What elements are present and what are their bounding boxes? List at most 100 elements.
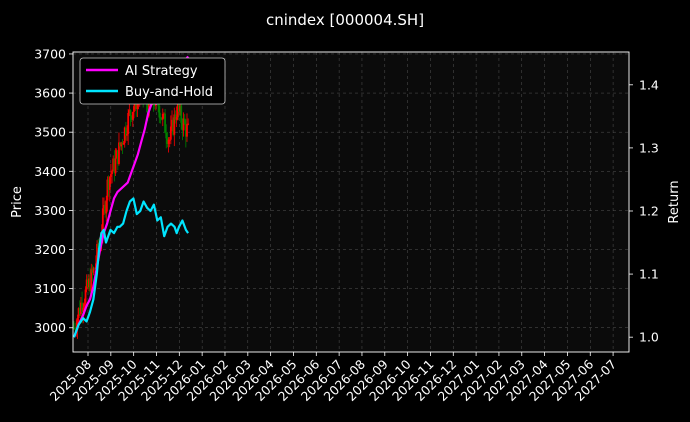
candle-body xyxy=(112,158,115,172)
candle-body xyxy=(92,268,95,273)
legend-label-ai-strategy: AI Strategy xyxy=(125,64,198,79)
y-tick-label: 3500 xyxy=(34,125,66,140)
series-line-buy-and-hold xyxy=(72,197,190,338)
y2-tick-label: 1.4 xyxy=(639,77,659,92)
candle-body xyxy=(77,308,80,318)
candle-body xyxy=(107,179,110,190)
candle-body xyxy=(86,279,89,288)
candle-body xyxy=(109,174,112,178)
candle-body xyxy=(124,127,127,136)
candle-body xyxy=(131,111,134,120)
candle-body xyxy=(122,142,125,145)
candle-body xyxy=(123,127,126,143)
candle-body xyxy=(133,106,135,112)
candle-body xyxy=(116,150,119,164)
candle-body xyxy=(158,105,161,118)
y2-tick-label: 1.3 xyxy=(639,140,659,155)
candle-body xyxy=(180,105,183,123)
candle-body xyxy=(104,204,107,214)
candle-body xyxy=(172,119,175,135)
candle-body xyxy=(183,118,186,124)
legend: AI Strategy Buy-and-Hold xyxy=(79,57,226,105)
candle-body xyxy=(129,110,132,116)
candle-body xyxy=(88,278,90,288)
candle-body xyxy=(153,104,156,106)
candle-body xyxy=(96,244,98,264)
candle-body xyxy=(89,278,92,292)
candle-body xyxy=(175,117,178,120)
y-tick-label: 3200 xyxy=(34,242,66,257)
candle-body xyxy=(83,303,86,308)
candle-body xyxy=(91,269,94,273)
candle-body xyxy=(103,204,105,209)
chart-title: cnindex [000004.SH] xyxy=(266,11,424,29)
candle-body xyxy=(73,327,75,329)
candle-body xyxy=(114,158,117,174)
y-axis-right-ticks: 1.0 1.1 1.2 1.3 1.4 xyxy=(629,77,659,345)
candle-body xyxy=(111,171,113,175)
y-tick-label: 3300 xyxy=(34,203,66,218)
candle-body xyxy=(167,139,170,144)
candle-body xyxy=(128,110,131,113)
candle-body xyxy=(105,200,108,214)
y-axis-label: Price xyxy=(10,186,25,218)
candle-body xyxy=(169,126,172,140)
candle-body xyxy=(176,104,179,118)
candle-body xyxy=(85,279,88,290)
candle-body xyxy=(186,124,188,137)
candle-body xyxy=(113,158,116,174)
candle-body xyxy=(126,134,128,136)
candle-body xyxy=(184,123,187,137)
candle-body xyxy=(115,150,118,159)
candle-body xyxy=(178,104,180,112)
y-tick-label: 3400 xyxy=(34,164,66,179)
candle-body xyxy=(182,118,185,131)
candle-body xyxy=(93,268,96,270)
candle-body xyxy=(173,114,176,135)
candle-body xyxy=(82,307,85,313)
candle-body xyxy=(97,244,100,249)
y-axis-left-ticks: 3000 3100 3200 3300 3400 3500 3600 3700 xyxy=(34,46,73,335)
y-tick-label: 3100 xyxy=(34,281,66,296)
candle-body xyxy=(78,308,81,315)
y-tick-label: 3600 xyxy=(34,86,66,101)
candle-body xyxy=(187,123,190,125)
candle-body xyxy=(90,269,93,292)
y-tick-label: 3000 xyxy=(34,320,66,335)
legend-label-buy-and-hold: Buy-and-Hold xyxy=(125,85,213,100)
y-tick-label: 3700 xyxy=(34,46,66,61)
candle-body xyxy=(168,139,171,141)
candle-body xyxy=(121,142,124,145)
candle-body xyxy=(118,142,120,164)
y2-axis-label: Return xyxy=(667,180,682,223)
candle-body xyxy=(146,103,149,116)
candle-body xyxy=(163,113,165,115)
candle-body xyxy=(179,105,181,112)
y2-tick-label: 1.2 xyxy=(639,203,659,218)
candle-body xyxy=(127,112,130,135)
candle-body xyxy=(119,142,122,147)
candle-body xyxy=(174,114,177,120)
plot-frame xyxy=(72,51,630,353)
y2-tick-label: 1.1 xyxy=(639,267,659,282)
candle-body xyxy=(166,138,169,144)
candle-body xyxy=(159,117,162,119)
candle-body xyxy=(171,119,173,127)
candle-body xyxy=(130,115,133,120)
candle-body xyxy=(95,263,97,270)
y2-tick-label: 1.0 xyxy=(639,330,659,345)
candle-body xyxy=(108,177,111,190)
candle-body xyxy=(161,113,164,120)
candle-body xyxy=(148,96,150,116)
candle-body xyxy=(80,302,82,315)
candle-body xyxy=(165,132,168,139)
candle-body xyxy=(106,179,109,201)
candle-body xyxy=(76,317,79,330)
candle-body xyxy=(181,122,184,131)
candle-body xyxy=(81,302,83,313)
x-axis-ticks: 2025-082025-092025-102025-112025-122026-… xyxy=(47,352,619,404)
candle-body xyxy=(164,113,166,133)
candle-body xyxy=(101,208,104,234)
candle-body xyxy=(74,327,77,330)
